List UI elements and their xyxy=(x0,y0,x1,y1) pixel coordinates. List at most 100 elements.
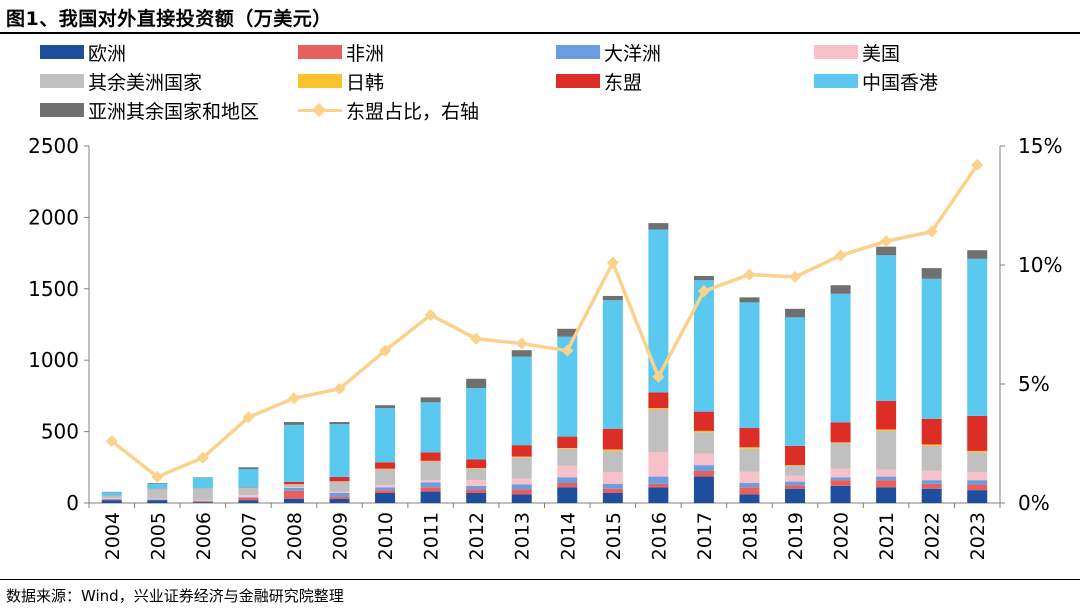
bar-segment xyxy=(693,476,714,503)
legend-swatch xyxy=(814,74,858,88)
bar-segment xyxy=(101,498,122,500)
legend-label: 美国 xyxy=(862,42,901,65)
bar-segment xyxy=(238,467,259,470)
asean-share-point xyxy=(925,225,938,238)
bar-segment xyxy=(192,502,213,503)
bar-segment xyxy=(785,465,806,466)
asean-share-point xyxy=(652,370,665,383)
x-tick-label: 2012 xyxy=(466,512,488,560)
bar-segment xyxy=(557,465,578,478)
bar-segment xyxy=(375,485,396,488)
legend-swatch xyxy=(556,74,600,88)
bar-segment xyxy=(329,481,350,492)
asean-share-point xyxy=(880,235,893,248)
bar-segment xyxy=(693,280,714,412)
bar-segment xyxy=(739,487,760,495)
bar-segment xyxy=(876,480,897,488)
bar-segment xyxy=(876,429,897,431)
bar-segment xyxy=(785,475,806,482)
bar-segment xyxy=(693,430,714,433)
bar-segment xyxy=(192,477,213,489)
bar-segment xyxy=(648,229,669,393)
legend-item-japan-korea: 日韩 xyxy=(298,68,384,94)
bar-segment xyxy=(147,489,168,499)
bar-segment xyxy=(283,422,304,425)
bar-segment xyxy=(375,490,396,494)
x-tick-label: 2010 xyxy=(375,512,397,560)
bar-segment xyxy=(466,378,487,389)
bar-segment xyxy=(420,491,441,503)
bar-segment xyxy=(511,494,532,503)
y-tick-label: 0 xyxy=(66,491,79,515)
bar-segment xyxy=(921,480,942,484)
bar-segment xyxy=(921,268,942,279)
x-tick-label: 2021 xyxy=(876,512,898,560)
bar-segment xyxy=(238,498,259,501)
bar-segment xyxy=(876,487,897,503)
bar-segment xyxy=(648,223,669,230)
bar-segment xyxy=(876,400,897,430)
bar-segment xyxy=(785,317,806,446)
bar-segment xyxy=(329,496,350,499)
bar-segment xyxy=(192,488,213,501)
bar-segment xyxy=(693,411,714,431)
bar-segment xyxy=(876,469,897,477)
bar-segment xyxy=(921,278,942,419)
bar-segment xyxy=(420,452,441,461)
bar-segment xyxy=(283,424,304,483)
bar-segment xyxy=(511,456,532,458)
bar-segment xyxy=(283,490,304,499)
bar-segment xyxy=(557,487,578,503)
bar-segment xyxy=(557,448,578,466)
bar-segment xyxy=(830,485,851,503)
bar-segment xyxy=(147,498,168,500)
x-tick-label: 2015 xyxy=(603,512,625,560)
bar-segment xyxy=(921,445,942,471)
bar-segment xyxy=(739,494,760,503)
y2-tick-label: 10% xyxy=(1018,253,1062,277)
bar-segment xyxy=(192,501,213,503)
bottom-rule xyxy=(0,579,1080,580)
bar-segment xyxy=(739,302,760,429)
bar-segment xyxy=(830,468,851,478)
x-tick-label: 2018 xyxy=(739,512,761,560)
bar-segment xyxy=(147,500,168,503)
bar-segment xyxy=(830,443,851,469)
bar-segment xyxy=(375,468,396,470)
bar-segment xyxy=(511,489,532,495)
asean-share-point xyxy=(697,285,710,298)
legend-item-other-asia: 亚洲其余国家和地区 xyxy=(40,97,259,123)
bar-segment xyxy=(420,397,441,403)
bar-segment xyxy=(375,493,396,503)
bar-segment xyxy=(648,452,669,477)
legend-label: 非洲 xyxy=(346,42,385,65)
bar-segment xyxy=(967,415,988,451)
bar-segment xyxy=(420,482,441,488)
asean-share-point xyxy=(470,332,483,345)
bar-segment xyxy=(921,444,942,446)
asean-share-point xyxy=(561,344,574,357)
bar-segment xyxy=(420,460,441,462)
y-tick-label: 500 xyxy=(41,420,79,444)
bar-segment xyxy=(739,447,760,449)
legend-item-hong-kong: 中国香港 xyxy=(814,68,938,94)
legend-swatch xyxy=(556,45,600,59)
bar-segment xyxy=(967,472,988,481)
bar-segment xyxy=(693,275,714,281)
bar-segment xyxy=(921,488,942,503)
bar-segment xyxy=(375,408,396,463)
bar-segment xyxy=(511,356,532,446)
bar-segment xyxy=(329,422,350,425)
bar-segment xyxy=(921,418,942,445)
bar-segment xyxy=(967,490,988,503)
asean-share-point xyxy=(834,249,847,262)
asean-share-point xyxy=(287,392,300,405)
y-tick-label: 2500 xyxy=(28,134,79,158)
legend-swatch xyxy=(40,103,84,117)
asean-share-point xyxy=(151,470,164,483)
bar-segment xyxy=(830,442,851,444)
bar-segment xyxy=(602,428,623,450)
bar-segment xyxy=(557,436,578,449)
bar-segment xyxy=(511,484,532,490)
bar-segment xyxy=(739,297,760,303)
